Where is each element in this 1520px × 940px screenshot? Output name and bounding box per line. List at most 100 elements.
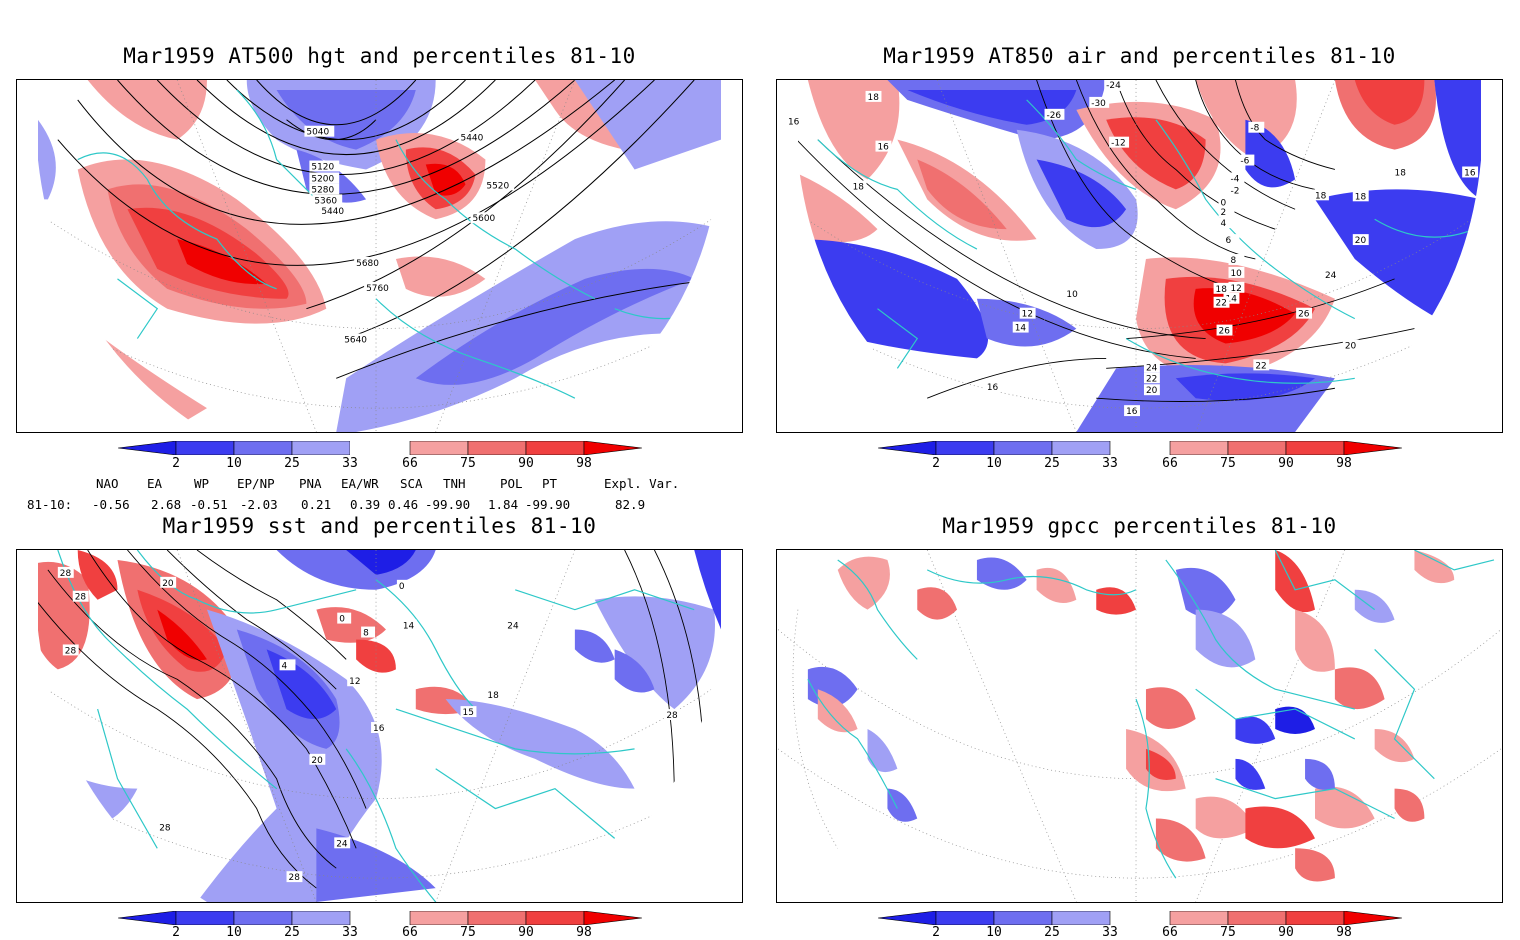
contour-label: 20 bbox=[1143, 384, 1160, 396]
contour-label: 26 bbox=[1216, 324, 1233, 337]
contour-label: 24 bbox=[334, 837, 351, 849]
contour-label: 20 bbox=[1352, 234, 1369, 246]
panel-title-air850: Mar1959 AT850 air and percentiles 81-10 bbox=[883, 44, 1396, 68]
svg-text:5520: 5520 bbox=[486, 181, 509, 191]
svg-text:28: 28 bbox=[159, 823, 171, 833]
index-value-pt: -99.90 bbox=[525, 497, 571, 512]
contour-label: 28 bbox=[157, 821, 174, 833]
colorbar-label: 66 bbox=[1162, 456, 1178, 471]
svg-text:20: 20 bbox=[1355, 236, 1367, 246]
contour-label: -8 bbox=[1248, 121, 1265, 134]
contour-label: 28 bbox=[57, 566, 74, 579]
svg-text:4: 4 bbox=[282, 661, 288, 671]
contour-label: 5440 bbox=[458, 131, 489, 144]
colorbar-top-left bbox=[118, 441, 642, 455]
contour-label: 18 bbox=[850, 180, 867, 192]
contour-label: 5760 bbox=[364, 281, 394, 294]
contour-label: 18 bbox=[1352, 190, 1369, 202]
svg-text:16: 16 bbox=[1126, 407, 1138, 417]
contour-label: 5040 bbox=[304, 125, 335, 138]
contour-label: 16 bbox=[984, 381, 1001, 393]
svg-text:5640: 5640 bbox=[344, 336, 367, 346]
svg-text:6: 6 bbox=[1226, 236, 1232, 246]
svg-text:16: 16 bbox=[987, 383, 999, 393]
contour-label: 5440 bbox=[319, 205, 350, 217]
index-value-pna: 0.21 bbox=[301, 497, 332, 512]
index-value-nao: -0.56 bbox=[92, 497, 130, 512]
svg-text:4: 4 bbox=[1221, 219, 1227, 229]
svg-text:2: 2 bbox=[1221, 208, 1227, 218]
colorbar-label: 2 bbox=[932, 456, 940, 471]
svg-text:5680: 5680 bbox=[356, 259, 379, 269]
map-panel-air850: 18 16 16 18 -24 -30 -26 -12 -8 -6 -4 -2 … bbox=[776, 79, 1503, 433]
contour-label: 14 bbox=[400, 619, 417, 632]
contour-label: -24 bbox=[1104, 80, 1125, 91]
map-panel-hgt500: 5040 5440 5120 5200 5280 5360 5440 5520 … bbox=[16, 79, 743, 433]
svg-text:28: 28 bbox=[60, 569, 72, 579]
colorbar-label: 2 bbox=[172, 456, 180, 471]
colorbar-label: 90 bbox=[518, 456, 534, 471]
colorbar-label: 10 bbox=[986, 456, 1002, 471]
colorbar-label: 90 bbox=[1278, 456, 1294, 471]
svg-text:12: 12 bbox=[1022, 310, 1033, 320]
svg-text:-12: -12 bbox=[1111, 139, 1126, 149]
svg-text:5280: 5280 bbox=[311, 185, 334, 195]
contour-label: 8 bbox=[361, 626, 376, 639]
svg-text:0: 0 bbox=[339, 615, 345, 625]
colorbar-label: 98 bbox=[1336, 925, 1352, 940]
svg-text:20: 20 bbox=[1146, 386, 1158, 396]
colorbar-label: 75 bbox=[460, 925, 476, 940]
contour-label: 5200 bbox=[309, 172, 340, 184]
contour-label: 18 bbox=[1213, 282, 1230, 295]
svg-text:0: 0 bbox=[399, 582, 405, 592]
colorbar-label: 33 bbox=[342, 925, 358, 940]
colorbar-label: 2 bbox=[932, 925, 940, 940]
svg-text:10: 10 bbox=[1230, 269, 1242, 279]
index-header-explvar: Expl. Var. bbox=[604, 476, 680, 491]
svg-text:14: 14 bbox=[1226, 295, 1238, 305]
colorbar-label: 25 bbox=[1044, 925, 1060, 940]
svg-text:5760: 5760 bbox=[366, 284, 389, 294]
svg-text:-6: -6 bbox=[1240, 157, 1249, 167]
svg-text:20: 20 bbox=[162, 579, 174, 589]
svg-text:18: 18 bbox=[1395, 168, 1407, 178]
svg-text:5120: 5120 bbox=[311, 162, 334, 172]
index-header-wp: WP bbox=[194, 476, 210, 491]
contour-label: 5600 bbox=[470, 212, 501, 224]
svg-text:5360: 5360 bbox=[314, 196, 337, 206]
svg-text:10: 10 bbox=[1066, 290, 1078, 300]
colorbar-label: 75 bbox=[1220, 456, 1236, 471]
contour-label: 10 bbox=[1228, 266, 1245, 279]
contour-label: 12 bbox=[347, 675, 364, 687]
svg-text:20: 20 bbox=[1345, 341, 1357, 351]
svg-text:28: 28 bbox=[289, 873, 301, 883]
contour-label: 12 bbox=[1019, 307, 1036, 320]
svg-text:-30: -30 bbox=[1091, 99, 1106, 109]
svg-text:8: 8 bbox=[1230, 256, 1236, 266]
panel-title-gpcc: Mar1959 gpcc percentiles 81-10 bbox=[942, 514, 1337, 538]
contour-label: 18 bbox=[485, 689, 502, 701]
svg-text:24: 24 bbox=[1325, 271, 1337, 281]
svg-text:0: 0 bbox=[1221, 198, 1227, 208]
svg-text:15: 15 bbox=[463, 708, 474, 718]
index-value-explvar: 82.9 bbox=[615, 497, 646, 512]
map-air850: 18 16 16 18 -24 -30 -26 -12 -8 -6 -4 -2 … bbox=[786, 80, 1482, 432]
svg-text:18: 18 bbox=[868, 93, 880, 103]
contour-label: 5120 bbox=[309, 160, 340, 172]
contour-label: 26 bbox=[1296, 307, 1313, 320]
contour-label: 4 bbox=[1218, 217, 1235, 229]
index-row-label: 81-10: bbox=[27, 497, 73, 512]
svg-text:20: 20 bbox=[311, 756, 323, 766]
contour-label: 12 bbox=[1228, 281, 1245, 294]
colorbar-label: 75 bbox=[460, 456, 476, 471]
svg-text:24: 24 bbox=[1146, 363, 1158, 373]
contour-label: 16 bbox=[1462, 166, 1479, 178]
index-value-epnp: -2.03 bbox=[240, 497, 278, 512]
contour-label: 4 bbox=[279, 659, 296, 671]
contour-label: 20 bbox=[1342, 339, 1359, 351]
index-header-pt: PT bbox=[542, 476, 558, 491]
index-header-pol: POL bbox=[500, 476, 523, 491]
contour-label: 0 bbox=[337, 612, 352, 625]
index-header-sca: SCA bbox=[400, 476, 423, 491]
contour-label: 28 bbox=[286, 871, 303, 883]
